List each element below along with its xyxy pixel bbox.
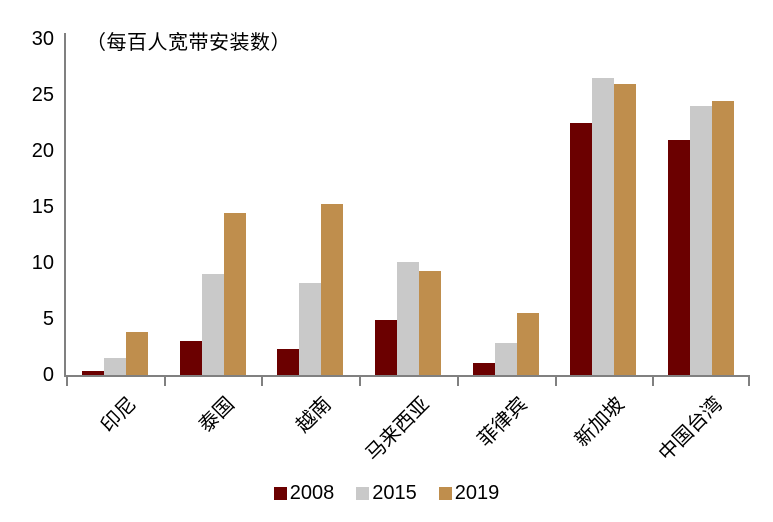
bar-2015-马来西亚: [397, 262, 419, 375]
bar-2008-印尼: [81, 371, 104, 375]
x-axis-tick: [457, 377, 459, 386]
x-tick-label-菲律宾: 菲律宾: [473, 393, 532, 452]
legend: 2008 2015 2019: [0, 483, 773, 503]
bar-2008-新加坡: [570, 123, 593, 375]
x-axis-labels: 印尼 泰国 越南 马来西亚 菲律宾 新加坡 中国台湾: [66, 377, 750, 477]
bar-2015-越南: [299, 283, 322, 375]
x-axis-tick: [555, 377, 557, 386]
bar-2015-菲律宾: [494, 343, 517, 375]
bar-2019-新加坡: [614, 84, 637, 375]
y-tick-label: 0: [42, 364, 54, 386]
x-axis-tick: [261, 377, 263, 386]
bar-2008-中国台湾: [668, 140, 691, 375]
x-tick-label-中国台湾: 中国台湾: [654, 393, 727, 466]
x-tick-label-新加坡: 新加坡: [571, 393, 630, 452]
legend-item-2008: 2008: [273, 482, 335, 504]
y-tick-label: 5: [42, 308, 54, 330]
bar-2019-泰国: [223, 213, 246, 375]
bar-2008-越南: [277, 349, 300, 375]
bar-2008-马来西亚: [375, 320, 397, 375]
y-tick-label: 25: [31, 84, 54, 106]
bar-2019-中国台湾: [712, 101, 735, 375]
bar-2015-新加坡: [592, 78, 615, 375]
legend-label: 2015: [372, 482, 417, 504]
bar-2015-中国台湾: [690, 106, 713, 375]
bar-2015-泰国: [201, 274, 224, 375]
bar-2008-菲律宾: [472, 363, 495, 375]
x-tick-label-越南: 越南: [292, 393, 337, 438]
y-tick-label: 10: [31, 252, 54, 274]
plot-area: [64, 33, 750, 386]
chart-title: （每百人宽带安装数）: [86, 32, 291, 54]
y-tick-label: 20: [31, 140, 54, 162]
bar-2019-菲律宾: [516, 313, 539, 375]
legend-swatch-icon: [356, 486, 370, 500]
x-tick-label-印尼: 印尼: [96, 393, 141, 438]
x-tick-label-马来西亚: 马来西亚: [361, 393, 434, 466]
bar-2019-印尼: [125, 332, 148, 375]
legend-item-2015: 2015: [356, 483, 417, 503]
y-tick-label: 30: [31, 28, 54, 50]
x-tick-label-泰国: 泰国: [194, 393, 239, 438]
x-axis-tick: [748, 377, 750, 386]
bar-2019-马来西亚: [419, 271, 441, 375]
legend-item-2019: 2019: [438, 482, 500, 504]
bar-2015-印尼: [103, 358, 126, 375]
legend-label: 2008: [289, 482, 335, 504]
x-axis-tick: [66, 377, 68, 386]
bar-2019-越南: [321, 204, 344, 375]
bar-2008-泰国: [179, 341, 202, 375]
legend-swatch-icon: [438, 486, 452, 500]
legend-label: 2019: [454, 482, 500, 504]
x-axis-tick: [359, 377, 361, 386]
y-tick-label: 15: [31, 196, 54, 218]
legend-swatch-icon: [273, 486, 287, 500]
x-axis-tick: [652, 377, 654, 386]
x-axis-tick: [164, 377, 166, 386]
